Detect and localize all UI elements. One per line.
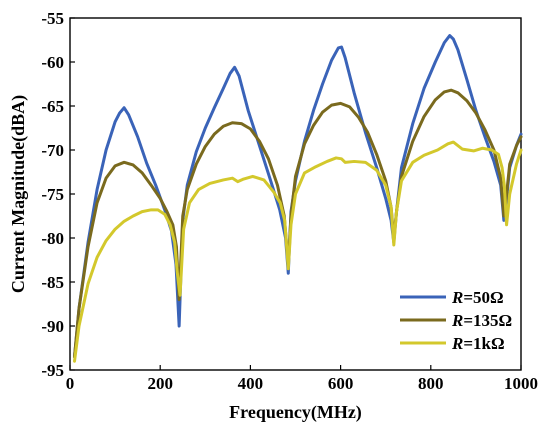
x-tick-label: 400 xyxy=(238,374,264,393)
x-tick-label: 600 xyxy=(328,374,354,393)
legend: R=50Ω R=135Ω R=1kΩ xyxy=(400,288,512,353)
y-tick-label: -80 xyxy=(41,229,64,248)
y-tick-label: -60 xyxy=(41,53,64,72)
plot-area: 0 200 400 600 800 1000 -55-60-65-70-75-80-85-… xyxy=(41,9,538,393)
y-tick-label: -95 xyxy=(41,361,64,380)
y-tick-label: -65 xyxy=(41,97,64,116)
y-tick-label: -55 xyxy=(41,9,64,28)
series-line-1 xyxy=(73,34,523,359)
x-tick-label: 0 xyxy=(66,374,75,393)
y-axis-ticks: -55 -60 -65 -70 -75 -80 -85 -90 -95 xyxy=(41,9,75,380)
y-tick-label: -90 xyxy=(41,317,64,336)
y-tick-label: -70 xyxy=(41,141,64,160)
y-axis-title: Current Magnitude(dBA) xyxy=(8,95,29,293)
y-tick-label: -75 xyxy=(41,185,64,204)
legend-label-1: R=50Ω xyxy=(451,288,504,307)
x-axis-title: Frequency(MHz) xyxy=(229,402,362,423)
series-line-2 xyxy=(73,88,523,359)
legend-label-2: R=135Ω xyxy=(451,311,512,330)
x-tick-label: 1000 xyxy=(504,374,538,393)
series-layer xyxy=(73,34,523,363)
series-line-3 xyxy=(73,140,523,363)
x-tick-label: 200 xyxy=(147,374,173,393)
x-axis-ticks: 0 200 400 600 800 1000 xyxy=(66,365,538,393)
y-tick-label: -85 xyxy=(41,273,64,292)
legend-label-3: R=1kΩ xyxy=(451,334,505,353)
x-tick-label: 800 xyxy=(418,374,444,393)
